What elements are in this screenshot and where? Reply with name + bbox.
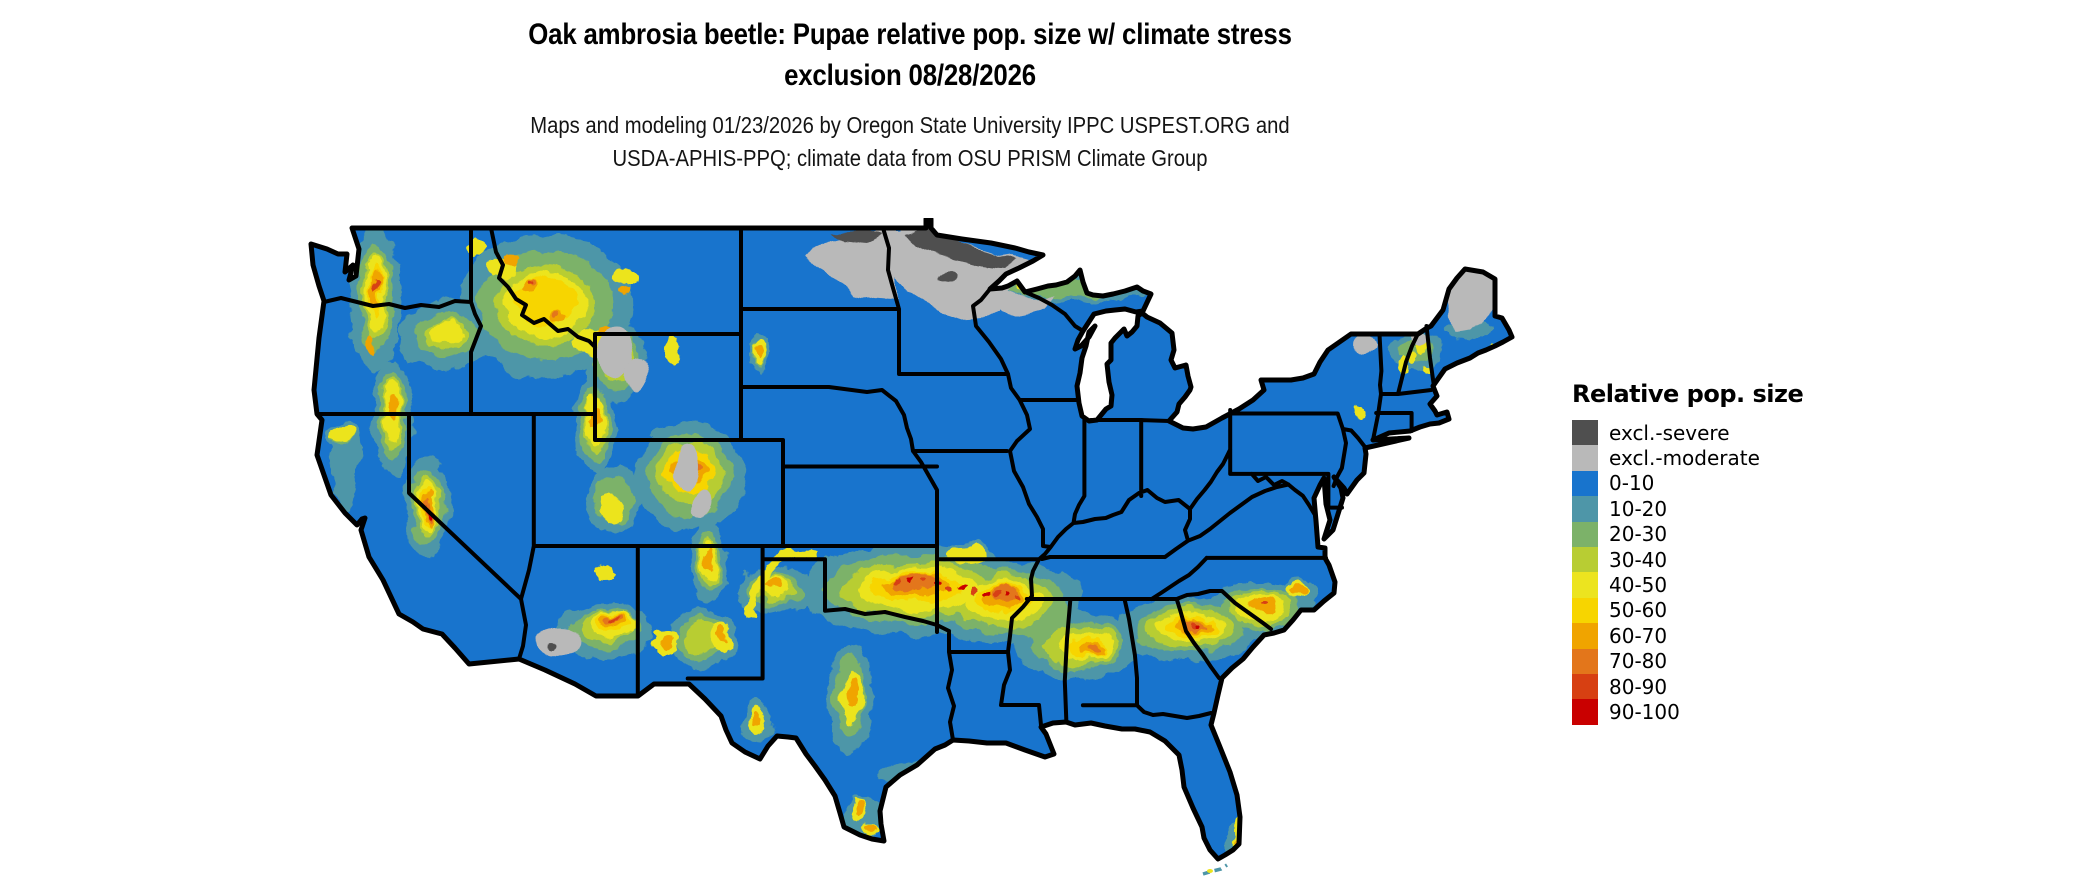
legend-label: 10-20 xyxy=(1609,496,1668,521)
legend-row: 20-30 xyxy=(1572,521,1842,547)
legend-items: excl.-severe excl.-moderate 0-10 10-20 20-30… xyxy=(1572,420,1842,725)
subtitle-line-2: USDA-APHIS-PPQ; climate data from OSU PR… xyxy=(612,145,1208,171)
page-subtitle: Maps and modeling 01/23/2026 by Oregon S… xyxy=(351,109,1469,175)
state-borders xyxy=(315,226,1436,742)
legend-row: 30-40 xyxy=(1572,546,1842,573)
legend-label: excl.-severe xyxy=(1609,420,1730,445)
legend-label: 40-50 xyxy=(1609,573,1668,598)
legend-row: 80-90 xyxy=(1572,673,1842,700)
us-map-svg xyxy=(305,218,1525,876)
legend-swatch xyxy=(1572,420,1598,446)
legend-label: 90-100 xyxy=(1609,699,1680,724)
legend-label: 50-60 xyxy=(1609,598,1668,623)
header: Oak ambrosia beetle: Pupae relative pop.… xyxy=(275,14,1545,175)
legend-label: 20-30 xyxy=(1609,522,1668,547)
legend-row: 50-60 xyxy=(1572,597,1842,624)
legend-swatch xyxy=(1572,546,1598,573)
legend-title: Relative pop. size xyxy=(1572,380,1804,408)
legend-label: 80-90 xyxy=(1609,674,1668,699)
legend-row: 40-50 xyxy=(1572,572,1842,598)
title-line-2: exclusion 08/28/2026 xyxy=(784,59,1036,92)
legend-swatch xyxy=(1572,572,1598,598)
legend: Relative pop. size excl.-severe excl.-mod… xyxy=(1572,380,1842,725)
title-line-1: Oak ambrosia beetle: Pupae relative pop.… xyxy=(528,18,1292,51)
legend-label: 0-10 xyxy=(1609,471,1655,496)
subtitle-line-1: Maps and modeling 01/23/2026 by Oregon S… xyxy=(530,112,1290,138)
legend-row: 0-10 xyxy=(1572,470,1842,497)
legend-swatch xyxy=(1572,648,1598,674)
class-80-90-region xyxy=(373,278,1266,847)
legend-swatch xyxy=(1572,470,1598,497)
legend-swatch xyxy=(1572,623,1598,649)
legend-swatch xyxy=(1572,673,1598,700)
legend-swatch xyxy=(1572,597,1598,624)
exclusion-severe-region xyxy=(550,229,1017,648)
legend-label: 30-40 xyxy=(1609,547,1668,572)
legend-swatch xyxy=(1572,445,1598,471)
legend-row: 70-80 xyxy=(1572,648,1842,674)
legend-row: 60-70 xyxy=(1572,623,1842,649)
legend-swatch xyxy=(1572,496,1598,522)
legend-label: excl.-moderate xyxy=(1609,446,1760,471)
legend-row: excl.-moderate xyxy=(1572,445,1842,471)
population-raster-overlays xyxy=(324,223,1498,859)
legend-label: 60-70 xyxy=(1609,623,1668,648)
legend-row: excl.-severe xyxy=(1572,420,1842,446)
florida-keys xyxy=(1202,863,1228,876)
legend-swatch xyxy=(1572,521,1598,547)
page-title: Oak ambrosia beetle: Pupae relative pop.… xyxy=(364,14,1456,96)
legend-row: 90-100 xyxy=(1572,699,1842,725)
legend-swatch xyxy=(1572,699,1598,725)
us-map xyxy=(305,218,1525,888)
legend-label: 70-80 xyxy=(1609,649,1668,674)
legend-row: 10-20 xyxy=(1572,496,1842,522)
